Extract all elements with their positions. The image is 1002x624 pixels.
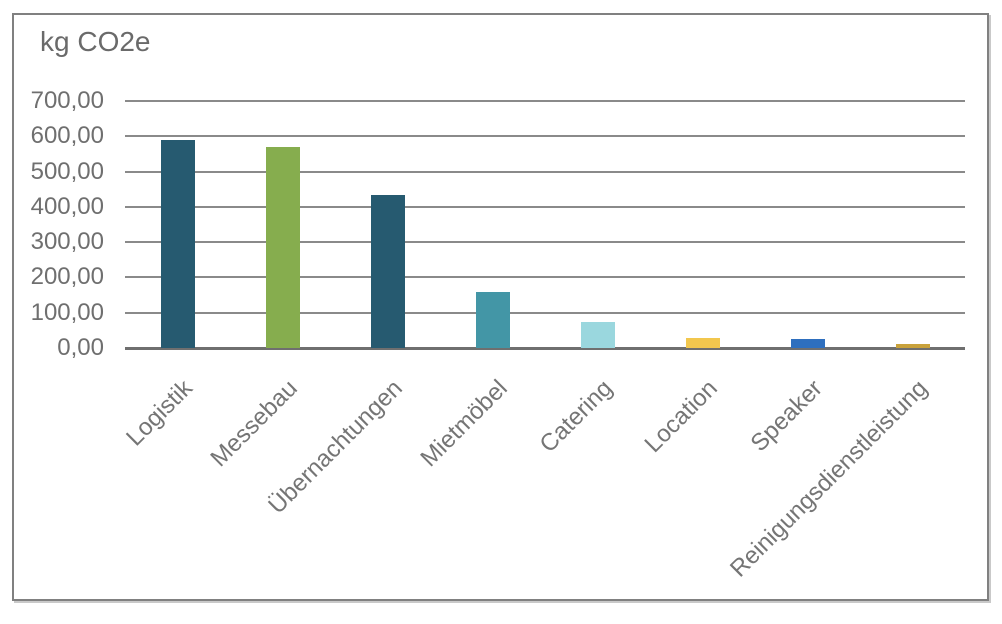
bar-location [686,338,720,348]
bar--bernachtungen [371,195,405,348]
y-tick-label: 300,00 [30,228,104,256]
y-tick-label: 200,00 [30,263,104,291]
gridline [125,276,965,279]
y-tick-label: 0,00 [57,334,104,361]
bar-reinigungsdienstleistung [896,344,930,348]
y-tick-label: 700,00 [30,87,104,114]
y-tick-label: 600,00 [30,122,104,150]
gridline [125,205,965,208]
bar-mietm-bel [476,292,510,348]
gridline [125,135,965,138]
x-axis-line [125,347,965,350]
chart-title: kg CO2e [40,26,151,57]
y-tick-label: 500,00 [30,157,104,185]
bar-catering [581,322,615,348]
gridline [125,100,965,102]
gridline [125,170,965,173]
gridline [125,241,965,244]
y-tick-label: 100,00 [30,298,104,326]
bar-speaker [791,339,825,348]
bar-messebau [266,147,300,348]
y-tick-label: 400,00 [30,192,104,220]
gridline [125,311,965,314]
bar-logistik [161,140,195,348]
